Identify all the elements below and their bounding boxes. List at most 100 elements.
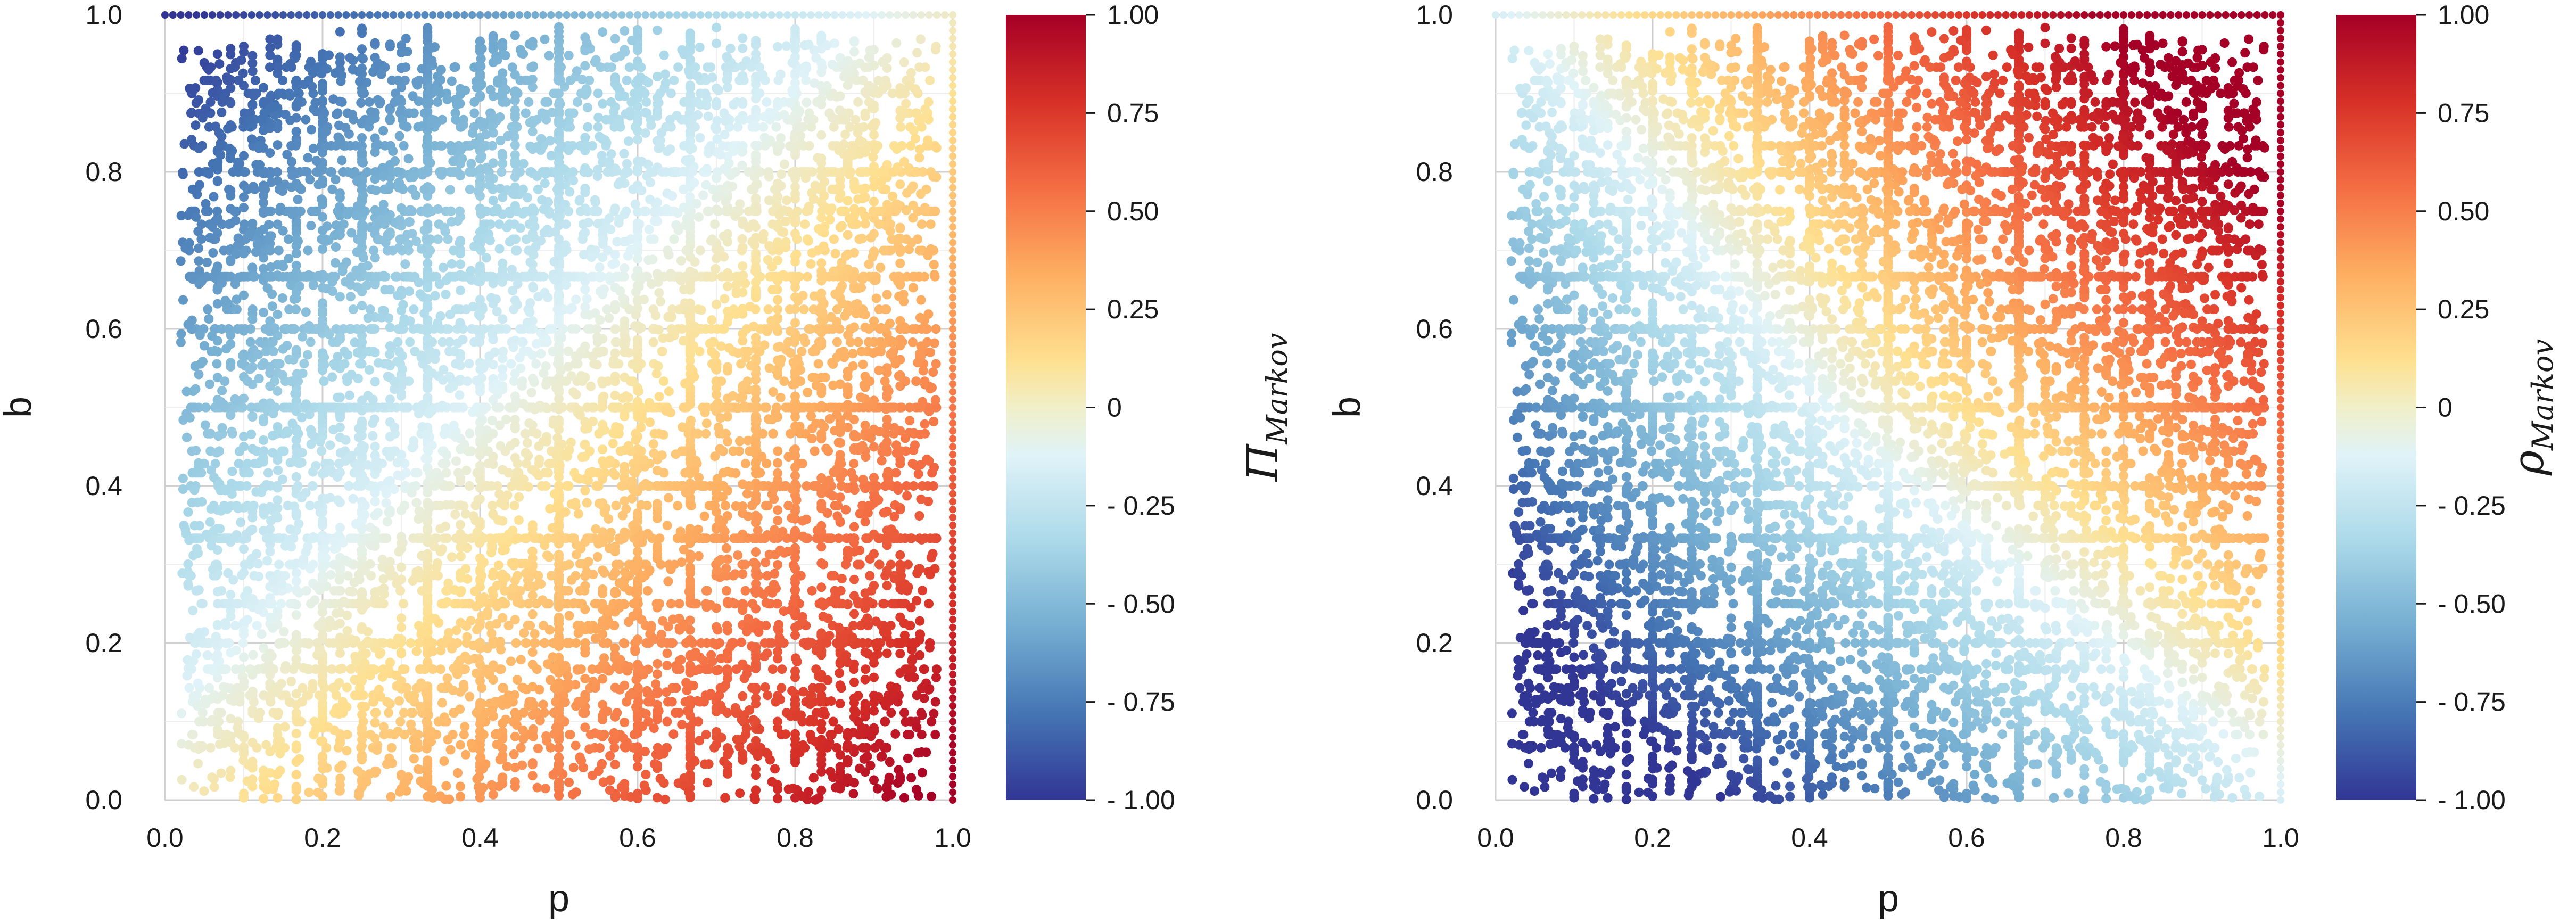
- scatter-point: [598, 629, 608, 639]
- scatter-point: [469, 108, 480, 118]
- scatter-point: [810, 446, 820, 456]
- scatter-point: [674, 599, 684, 609]
- scatter-point: [858, 402, 869, 413]
- scatter-point: [931, 359, 941, 369]
- scatter-point: [869, 130, 879, 140]
- scatter-point: [659, 468, 669, 478]
- scatter-point: [814, 533, 824, 543]
- scatter-point: [456, 520, 465, 530]
- scatter-point: [646, 234, 656, 244]
- scatter-point: [882, 290, 892, 300]
- scatter-point: [529, 206, 539, 216]
- scatter-point: [239, 793, 249, 803]
- scatter-point: [247, 314, 258, 324]
- scatter-point: [773, 560, 783, 570]
- scatter-point: [524, 599, 534, 609]
- scatter-point: [318, 518, 327, 528]
- scatter-point: [816, 628, 827, 638]
- scatter-point: [475, 386, 485, 397]
- scatter-point: [273, 219, 283, 229]
- scatter-point: [478, 141, 489, 151]
- scatter-point: [423, 32, 433, 42]
- scatter-point: [849, 609, 859, 619]
- scatter-point: [521, 108, 531, 118]
- scatter-point: [370, 38, 380, 48]
- scatter-point: [357, 755, 367, 765]
- scatter-point: [790, 471, 800, 481]
- scatter-point: [606, 97, 616, 107]
- scatter-point: [790, 757, 800, 768]
- scatter-point: [483, 458, 493, 468]
- scatter-point: [239, 746, 249, 756]
- scatter-point: [761, 621, 771, 631]
- scatter-point: [849, 747, 859, 757]
- scatter-point: [276, 599, 286, 609]
- scatter-point: [221, 664, 231, 674]
- scatter-point: [722, 664, 732, 674]
- scatter-point: [598, 444, 608, 455]
- scatter-point: [723, 281, 733, 291]
- scatter-point: [320, 599, 330, 609]
- scatter-point: [653, 25, 662, 35]
- scatter-point: [812, 97, 822, 107]
- scatter-point: [853, 97, 863, 107]
- scatter-point: [515, 324, 525, 334]
- scatter-point: [201, 402, 211, 413]
- scatter-point: [409, 108, 419, 118]
- scatter-point: [510, 615, 520, 625]
- scatter-point: [562, 481, 572, 491]
- scatter-point: [554, 743, 564, 753]
- scatter-point: [259, 414, 268, 424]
- scatter-point: [681, 245, 691, 256]
- scatter-point: [651, 599, 662, 609]
- scatter-point: [465, 184, 475, 194]
- scatter-point: [771, 122, 781, 132]
- scatter-point: [710, 500, 720, 510]
- scatter-point: [398, 402, 408, 413]
- scatter-point: [849, 204, 859, 214]
- scatter-point: [703, 206, 713, 216]
- scatter-point: [835, 770, 845, 780]
- scatter-point: [633, 508, 642, 518]
- scatter-point: [849, 574, 859, 584]
- scatter-point: [832, 337, 842, 347]
- scatter-point: [303, 245, 313, 256]
- scatter-point: [712, 38, 721, 48]
- scatter-point: [738, 691, 748, 701]
- scatter-point: [273, 422, 283, 432]
- scatter-point: [855, 559, 865, 570]
- scatter-point: [437, 141, 447, 151]
- scatter-point: [895, 224, 905, 234]
- scatter-point: [247, 100, 258, 110]
- scatter-point: [816, 724, 827, 735]
- scatter-point: [723, 366, 733, 376]
- scatter-point: [849, 522, 859, 532]
- scatter-point: [849, 37, 859, 47]
- scatter-point: [523, 347, 533, 357]
- scatter-point: [669, 234, 679, 244]
- scatter-point: [213, 730, 223, 740]
- scatter-point: [510, 421, 520, 431]
- scatter-point: [456, 792, 465, 802]
- scatter-point: [357, 149, 367, 159]
- scatter-point: [655, 533, 665, 543]
- scatter-point: [610, 390, 620, 400]
- scatter-point: [554, 315, 564, 325]
- scatter-point: [924, 599, 934, 609]
- scatter-point: [880, 571, 890, 581]
- scatter-point: [199, 716, 209, 727]
- scatter-point: [335, 57, 345, 68]
- scatter-point: [259, 643, 268, 653]
- scatter-point: [456, 259, 465, 269]
- scatter-point: [860, 705, 870, 715]
- scatter-point: [691, 599, 701, 609]
- scatter-point: [849, 458, 859, 468]
- scatter-point: [816, 30, 827, 40]
- scatter-point: [781, 402, 791, 413]
- scatter-point: [395, 716, 406, 727]
- scatter-point: [548, 347, 558, 357]
- scatter-point: [273, 495, 283, 505]
- scatter-point: [615, 446, 625, 456]
- scatter-point: [899, 108, 909, 118]
- scatter-point: [318, 212, 327, 222]
